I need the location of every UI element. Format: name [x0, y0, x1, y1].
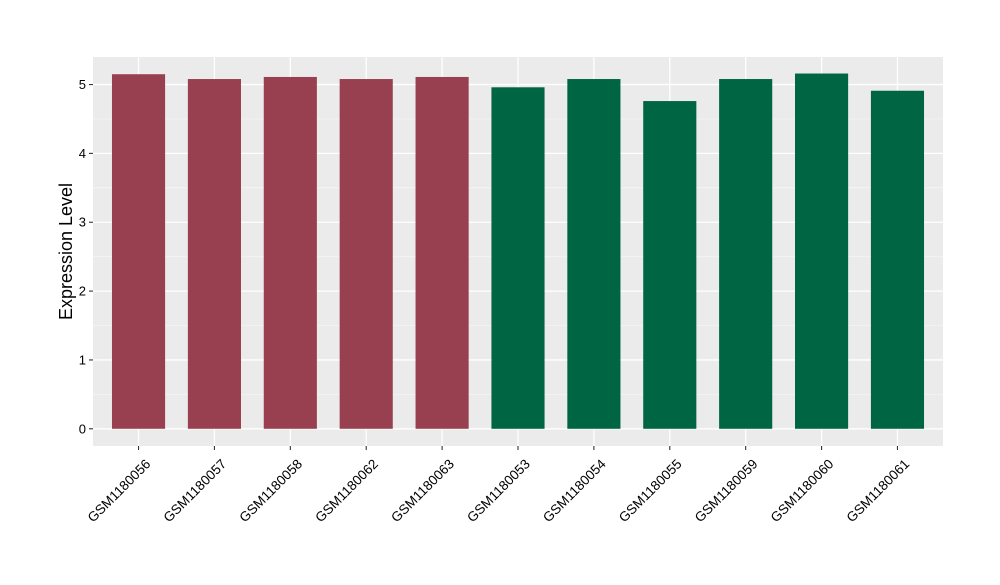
bar-GSM1180053 — [491, 87, 545, 429]
bar-GSM1180055 — [643, 101, 697, 429]
y-axis-title: Expression Level — [56, 183, 76, 320]
bar-GSM1180058 — [263, 76, 317, 429]
bar-GSM1180061 — [870, 90, 925, 429]
y-tick-label: 0 — [79, 421, 86, 436]
bar-GSM1180057 — [187, 79, 241, 429]
y-tick-label: 3 — [79, 215, 86, 230]
y-axis: 0 1 2 3 4 5 — [79, 77, 93, 436]
y-tick-label: 5 — [79, 77, 86, 92]
x-tick-label: GSM1180057 — [161, 456, 230, 525]
y-tick-label: 1 — [79, 352, 86, 367]
x-tick-label: GSM1180053 — [464, 456, 533, 525]
bar-GSM1180063 — [415, 76, 469, 429]
x-tick-label: GSM1180059 — [692, 456, 761, 525]
bar-GSM1180062 — [339, 79, 393, 429]
bar-GSM1180056 — [111, 74, 166, 429]
bar-GSM1180060 — [795, 73, 849, 429]
bars — [111, 73, 925, 429]
x-tick-label: GSM1180058 — [236, 456, 305, 525]
bar-GSM1180059 — [719, 79, 773, 429]
y-tick-label: 2 — [79, 284, 86, 299]
x-axis: GSM1180056 GSM1180057 GSM1180058 GSM1180062… — [85, 446, 913, 525]
x-tick-label: GSM1180054 — [540, 456, 609, 525]
x-tick-label: GSM1180055 — [616, 456, 685, 525]
x-tick-label: GSM1180061 — [844, 456, 913, 525]
x-tick-label: GSM1180062 — [312, 456, 381, 525]
x-tick-label: GSM1180060 — [768, 456, 837, 525]
bar-GSM1180054 — [567, 79, 621, 429]
y-tick-label: 4 — [79, 146, 86, 161]
x-tick-label: GSM1180056 — [85, 456, 154, 525]
x-tick-label: GSM1180063 — [388, 456, 457, 525]
